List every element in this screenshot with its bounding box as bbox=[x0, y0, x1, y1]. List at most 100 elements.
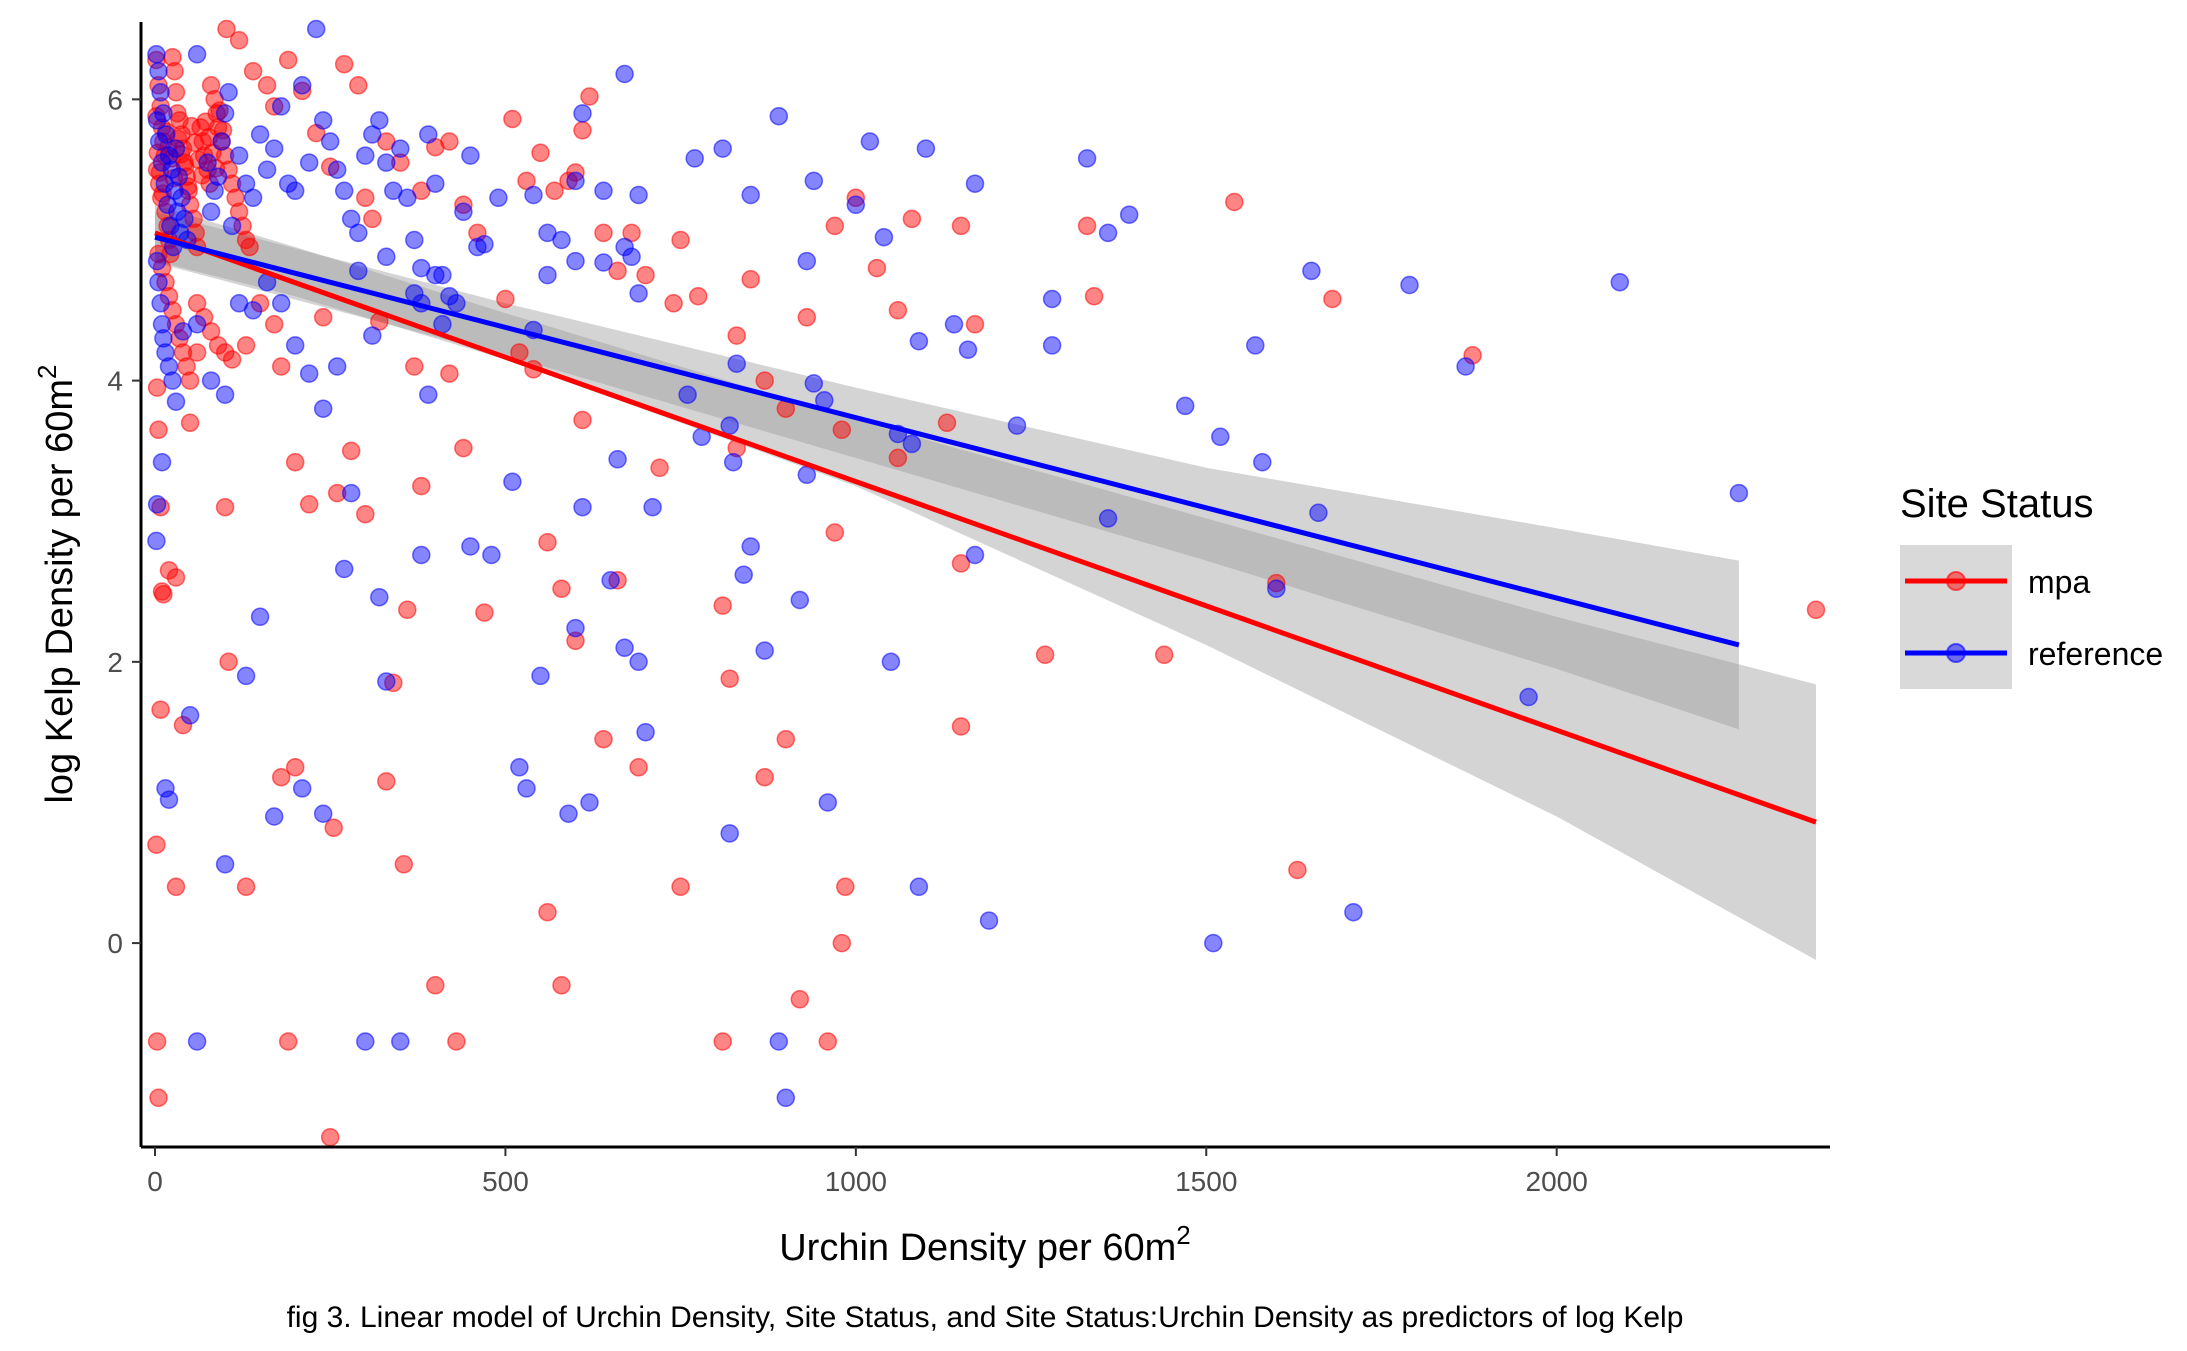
data-point-mpa bbox=[713, 596, 732, 615]
data-point-reference bbox=[215, 104, 235, 123]
data-point-mpa bbox=[233, 216, 252, 236]
data-point-reference bbox=[264, 139, 284, 158]
data-point-mpa bbox=[149, 76, 168, 95]
data-point-reference bbox=[769, 1032, 789, 1051]
data-point-reference bbox=[524, 185, 543, 205]
data-point-reference bbox=[208, 167, 228, 186]
data-point-mpa bbox=[405, 357, 424, 376]
data-point-reference bbox=[391, 1032, 410, 1051]
data-point-mpa bbox=[580, 87, 599, 106]
data-point-reference bbox=[419, 125, 438, 144]
data-point-reference bbox=[440, 286, 459, 306]
data-point-reference bbox=[377, 247, 396, 267]
data-point-reference bbox=[1729, 483, 1749, 503]
data-point-mpa bbox=[1225, 192, 1244, 212]
data-point-mpa bbox=[147, 835, 166, 854]
data-point-mpa bbox=[790, 990, 810, 1009]
data-point-reference bbox=[152, 452, 172, 472]
data-point-reference bbox=[685, 149, 704, 168]
data-point-mpa bbox=[271, 357, 291, 376]
data-point-reference bbox=[285, 181, 305, 201]
data-point-mpa bbox=[149, 420, 168, 440]
data-point-mpa bbox=[468, 223, 487, 243]
data-point-reference bbox=[965, 174, 985, 193]
data-point-mpa bbox=[166, 315, 186, 334]
data-point-reference bbox=[979, 911, 999, 930]
data-point-reference bbox=[370, 111, 389, 130]
data-point-reference bbox=[475, 234, 494, 254]
data-point-reference bbox=[147, 45, 166, 64]
data-point-mpa bbox=[201, 76, 221, 95]
data-point-mpa bbox=[187, 343, 207, 362]
data-point-reference bbox=[566, 171, 585, 191]
data-point-mpa bbox=[496, 289, 515, 309]
data-point-reference bbox=[243, 188, 263, 208]
data-point-mpa bbox=[236, 336, 256, 355]
data-point-reference bbox=[594, 181, 613, 201]
data-point-mpa bbox=[552, 976, 571, 995]
data-point-mpa bbox=[573, 121, 592, 140]
data-point-reference bbox=[327, 357, 347, 376]
data-point-reference bbox=[552, 230, 571, 250]
data-point-reference bbox=[1175, 396, 1195, 416]
data-point-reference bbox=[306, 19, 326, 39]
data-point-reference bbox=[313, 111, 333, 130]
data-point-reference bbox=[151, 294, 170, 313]
y-tick-label: 6 bbox=[107, 84, 123, 115]
data-point-mpa bbox=[566, 631, 585, 651]
data-point-reference bbox=[510, 758, 529, 777]
data-point-mpa bbox=[531, 143, 550, 163]
data-point-mpa bbox=[250, 294, 270, 313]
data-point-reference bbox=[1344, 902, 1363, 922]
data-point-reference bbox=[201, 202, 221, 222]
data-point-mpa bbox=[846, 188, 866, 208]
data-point-mpa bbox=[713, 1032, 732, 1051]
x-tick-label: 0 bbox=[147, 1166, 163, 1197]
legend-title: Site Status bbox=[1900, 482, 2093, 526]
data-point-mpa bbox=[965, 315, 985, 334]
data-point-mpa bbox=[832, 933, 852, 953]
data-point-reference bbox=[1400, 275, 1419, 295]
data-point-mpa bbox=[166, 568, 186, 587]
data-point-mpa bbox=[594, 729, 613, 749]
data-point-mpa bbox=[755, 371, 774, 390]
data-point-reference bbox=[1007, 416, 1027, 435]
legend: Site Status mpa reference bbox=[1900, 482, 2163, 689]
data-point-reference bbox=[313, 804, 333, 823]
data-point-mpa bbox=[951, 717, 971, 736]
data-point-mpa bbox=[356, 188, 375, 208]
data-point-mpa bbox=[313, 308, 333, 327]
data-point-mpa bbox=[797, 308, 817, 327]
data-point-reference bbox=[349, 261, 368, 281]
data-point-reference bbox=[720, 416, 739, 435]
data-point-mpa bbox=[222, 350, 242, 369]
data-point-reference bbox=[426, 174, 445, 193]
legend-key-bg bbox=[1900, 545, 2012, 689]
data-point-mpa bbox=[324, 818, 343, 838]
data-point-reference bbox=[909, 877, 929, 897]
data-point-mpa bbox=[151, 700, 170, 719]
data-point-mpa bbox=[271, 767, 291, 787]
data-point-mpa bbox=[292, 81, 312, 101]
data-point-reference bbox=[874, 227, 894, 247]
data-point-mpa bbox=[412, 476, 431, 496]
data-point-reference bbox=[769, 106, 789, 126]
data-point-reference bbox=[201, 371, 221, 390]
data-point-reference bbox=[147, 111, 167, 130]
data-point-reference bbox=[594, 253, 613, 272]
data-point-reference bbox=[636, 722, 655, 742]
data-point-reference bbox=[559, 804, 578, 823]
data-point-reference bbox=[601, 571, 620, 590]
data-point-reference bbox=[517, 779, 536, 798]
x-tick-label: 2000 bbox=[1526, 1166, 1588, 1197]
data-point-reference bbox=[151, 83, 170, 102]
data-point-mpa bbox=[951, 554, 971, 573]
data-point-reference bbox=[804, 171, 824, 191]
data-point-mpa bbox=[257, 76, 277, 95]
legend-label-reference: reference bbox=[2028, 636, 2163, 672]
data-point-mpa bbox=[240, 237, 259, 257]
data-point-reference bbox=[152, 153, 172, 172]
data-point-reference bbox=[349, 223, 368, 243]
data-point-mpa bbox=[1154, 645, 1174, 665]
legend-key-mpa-point bbox=[1946, 571, 1966, 591]
